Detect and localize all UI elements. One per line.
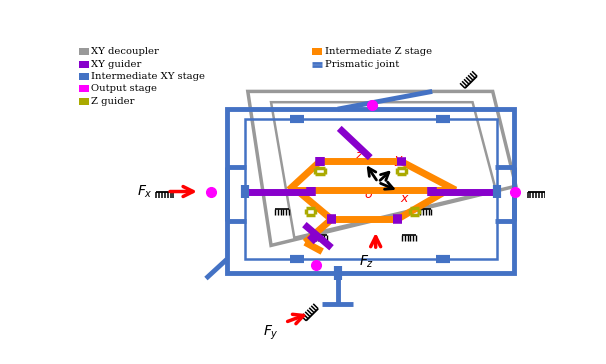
Bar: [79, 61, 89, 68]
Text: $y$: $y$: [395, 154, 404, 167]
Text: $o$: $o$: [364, 189, 373, 201]
Text: Prismatic joint: Prismatic joint: [325, 60, 399, 68]
Text: $F_x$: $F_x$: [138, 183, 153, 200]
Bar: [312, 48, 322, 55]
Text: $z$: $z$: [355, 149, 364, 162]
Text: $x$: $x$: [400, 192, 410, 205]
Bar: [79, 73, 89, 80]
Text: $F_y$: $F_y$: [263, 324, 279, 342]
Bar: [79, 48, 89, 55]
Text: XY decoupler: XY decoupler: [92, 47, 159, 56]
Text: Intermediate XY stage: Intermediate XY stage: [92, 72, 205, 81]
Bar: [79, 98, 89, 104]
Bar: [79, 85, 89, 92]
Text: XY guider: XY guider: [92, 60, 142, 68]
Text: $F_z$: $F_z$: [359, 253, 374, 269]
Text: Z guider: Z guider: [92, 96, 135, 106]
Text: Intermediate Z stage: Intermediate Z stage: [325, 47, 431, 56]
Text: Output stage: Output stage: [92, 84, 157, 93]
